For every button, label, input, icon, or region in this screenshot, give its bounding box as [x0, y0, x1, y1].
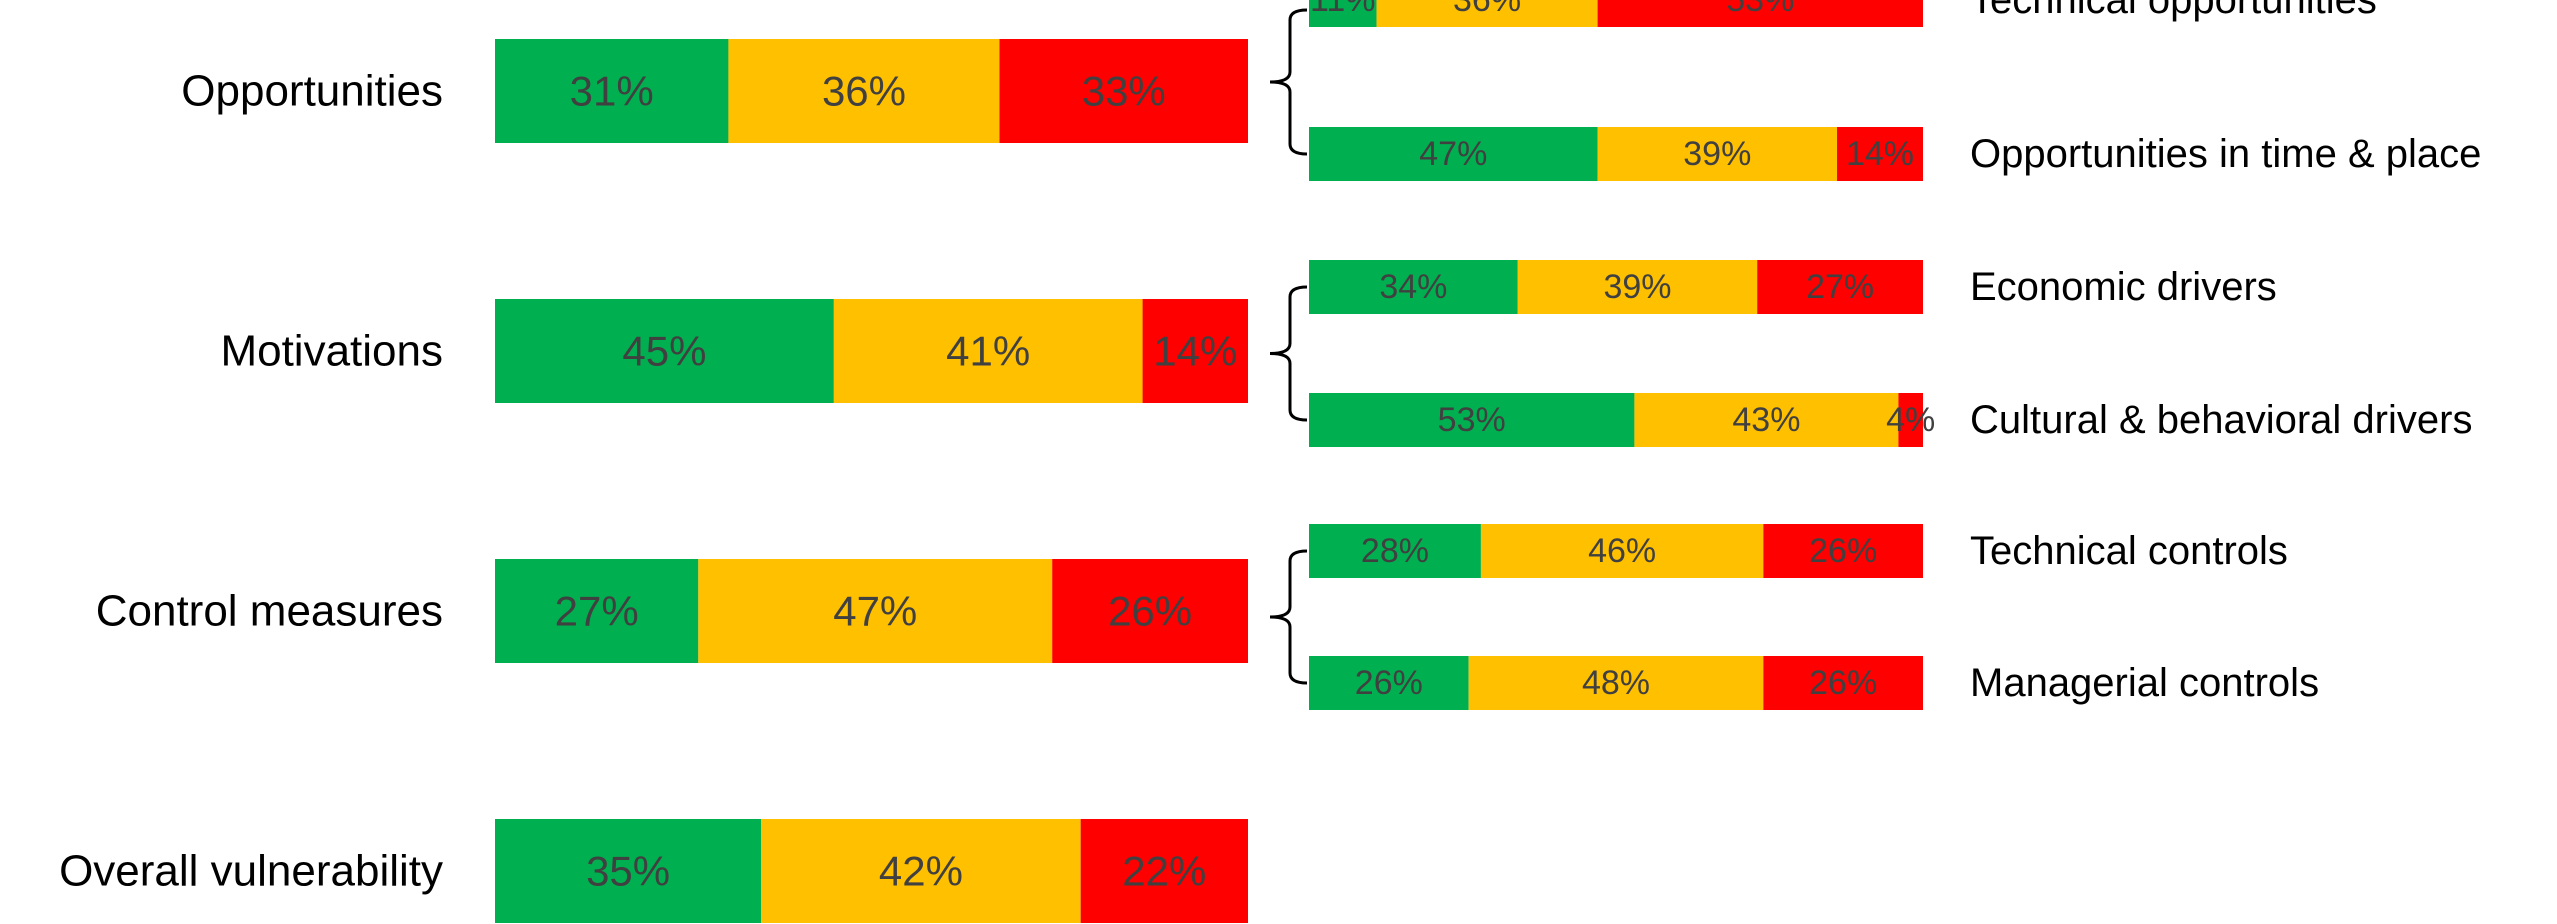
- group-0-sub-0-segment-yellow: [1376, 0, 1598, 27]
- group-2-sub-0-label: Technical controls: [1970, 529, 2288, 573]
- group-1-sub-1-segment-red: [1898, 393, 1923, 447]
- group-0-sub-0-segment-green: [1309, 0, 1377, 27]
- group-2-sub-1-segment-green: [1309, 656, 1469, 710]
- group-1-segment-green: [495, 299, 834, 403]
- group-2-value-label-red: 26%: [1108, 588, 1192, 635]
- group-1-sub-0-value-label-yellow: 39%: [1603, 268, 1671, 306]
- group-0-sub-1-segment-yellow: [1597, 127, 1838, 181]
- group-1-sub-1-segment-green: [1309, 393, 1635, 447]
- group-0-sub-1-segment-green: [1309, 127, 1598, 181]
- group-2-sub-0-value-label-yellow: 46%: [1588, 532, 1656, 570]
- group-2-segment-red: [1052, 559, 1248, 663]
- group-3-value-label-green: 35%: [586, 848, 670, 895]
- group-3-value-label-red: 22%: [1122, 848, 1206, 895]
- group-0-sub-1-value-label-yellow: 39%: [1683, 135, 1751, 173]
- group-0-value-label-red: 33%: [1082, 68, 1166, 115]
- group-1-sub-1-value-label-red: 4%: [1886, 401, 1935, 439]
- group-1-sub-0-segment-yellow: [1517, 260, 1758, 314]
- group-1-sub-1-label: Cultural & behavioral drivers: [1970, 398, 2472, 442]
- group-1-value-label-yellow: 41%: [946, 328, 1030, 375]
- group-1-sub-0-segment-red: [1757, 260, 1923, 314]
- group-3-segment-green: [495, 819, 762, 923]
- group-3-segment-yellow: [761, 819, 1081, 923]
- group-1-sub-1-value-label-green: 53%: [1438, 401, 1506, 439]
- group-0-segment-red: [999, 39, 1248, 143]
- group-0-sub-1-value-label-green: 47%: [1419, 135, 1487, 173]
- group-0-value-label-green: 31%: [570, 68, 654, 115]
- group-2-sub-1-label: Managerial controls: [1970, 661, 2319, 705]
- group-2-sub-1-value-label-red: 26%: [1809, 664, 1877, 702]
- group-3-category-label: Overall vulnerability: [59, 847, 443, 896]
- group-0-sub-0-value-label-yellow: 36%: [1453, 0, 1521, 19]
- group-1-sub-0-segment-green: [1309, 260, 1518, 314]
- group-0-sub-1-label: Opportunities in time & place: [1970, 132, 2481, 176]
- group-2-segment-green: [495, 559, 699, 663]
- group-0-segment-yellow: [728, 39, 1000, 143]
- group-1-sub-1-value-label-yellow: 43%: [1732, 401, 1800, 439]
- group-0-sub-0-value-label-red: 53%: [1726, 0, 1794, 19]
- group-0-brace: [1269, 8, 1308, 156]
- group-1-segment-yellow: [833, 299, 1143, 403]
- group-1-sub-0-value-label-red: 27%: [1806, 268, 1874, 306]
- group-1-value-label-green: 45%: [622, 328, 706, 375]
- group-0-sub-0-segment-red: [1597, 0, 1923, 27]
- group-2-segment-yellow: [698, 559, 1053, 663]
- group-0-category-label: Opportunities: [181, 67, 443, 116]
- group-3-segment-red: [1080, 819, 1248, 923]
- group-1-value-label-red: 14%: [1153, 328, 1237, 375]
- group-1-category-label: Motivations: [220, 327, 443, 376]
- group-1-brace: [1269, 285, 1308, 422]
- group-2-sub-0-segment-yellow: [1480, 524, 1764, 578]
- group-1-sub-0-value-label-green: 34%: [1379, 268, 1447, 306]
- group-2-sub-1-segment-yellow: [1468, 656, 1764, 710]
- group-2-brace: [1269, 549, 1308, 685]
- group-2-sub-0-segment-red: [1763, 524, 1923, 578]
- group-1-sub-1-segment-yellow: [1634, 393, 1899, 447]
- group-2-sub-1-value-label-yellow: 48%: [1582, 664, 1650, 702]
- group-2-sub-0-value-label-green: 28%: [1361, 532, 1429, 570]
- group-0-sub-1-segment-red: [1837, 127, 1923, 181]
- group-2-sub-0-segment-green: [1309, 524, 1481, 578]
- group-2-value-label-yellow: 47%: [833, 588, 917, 635]
- group-0-value-label-yellow: 36%: [822, 68, 906, 115]
- group-1-sub-0-label: Economic drivers: [1970, 265, 2277, 309]
- group-2-sub-1-segment-red: [1763, 656, 1923, 710]
- group-3-value-label-yellow: 42%: [879, 848, 963, 895]
- group-2-sub-0-value-label-red: 26%: [1809, 532, 1877, 570]
- group-2-sub-1-value-label-green: 26%: [1355, 664, 1423, 702]
- group-0-sub-0-value-label-green: 11%: [1310, 0, 1376, 19]
- group-0-sub-1-value-label-red: 14%: [1846, 135, 1914, 173]
- group-1-segment-red: [1142, 299, 1248, 403]
- group-2-value-label-green: 27%: [555, 588, 639, 635]
- group-0-segment-green: [495, 39, 729, 143]
- group-2-category-label: Control measures: [96, 587, 443, 636]
- group-0-sub-0-label: Technical opportunities: [1970, 0, 2377, 22]
